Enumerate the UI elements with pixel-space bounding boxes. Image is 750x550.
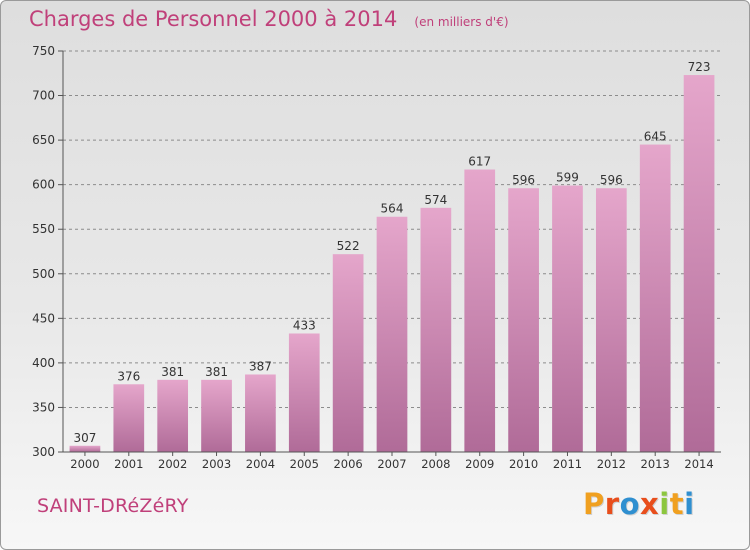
x-tick-label: 2005 — [290, 457, 319, 471]
bars — [69, 75, 715, 453]
chart-title: Charges de Personnel 2000 à 2014 — [29, 7, 398, 31]
y-tick-label: 500 — [32, 267, 55, 281]
bar-value-label: 522 — [337, 239, 360, 253]
bar — [201, 379, 232, 452]
y-tick-label: 600 — [32, 178, 55, 192]
x-tick-label: 2011 — [553, 457, 582, 471]
proxiti-logo: Proxiti — [583, 487, 695, 521]
bar — [508, 188, 539, 452]
bar-value-label: 596 — [600, 173, 623, 187]
bar — [332, 254, 364, 452]
bar-value-label: 617 — [468, 155, 491, 169]
bar-value-label: 433 — [293, 318, 316, 332]
y-tick-label: 450 — [32, 311, 55, 325]
x-tick-label: 2008 — [421, 457, 450, 471]
y-tick-label: 650 — [32, 133, 55, 147]
bar-value-label: 307 — [73, 431, 96, 445]
y-tick-label: 350 — [32, 400, 55, 414]
bar-value-label: 564 — [381, 202, 404, 216]
x-tick-label: 2006 — [333, 457, 362, 471]
bar — [69, 445, 101, 452]
y-tick-label: 400 — [32, 356, 55, 370]
bar-value-label: 645 — [644, 130, 667, 144]
y-tick-label: 750 — [32, 44, 55, 58]
logo-letter: x — [640, 487, 660, 521]
logo-letter: r — [604, 487, 620, 521]
city-name: SAINT-DRéZéRY — [37, 495, 189, 517]
x-tick-label: 2001 — [114, 457, 143, 471]
bar — [552, 185, 583, 452]
x-tick-label: 2004 — [246, 457, 275, 471]
logo-letter: i — [659, 487, 670, 521]
bar-value-label: 376 — [117, 369, 140, 383]
x-tick-label: 2000 — [70, 457, 99, 471]
bar-value-label: 387 — [249, 359, 272, 373]
data-labels: 307 376 381 381 387 433 522 564 574 617 596 599 596 6… — [73, 60, 710, 445]
logo-letter: P — [583, 487, 605, 521]
bar-value-label: 599 — [556, 171, 579, 185]
logo-letter: i — [684, 487, 695, 521]
chart-subtitle: (en milliers d'€) — [414, 15, 509, 29]
title-block: Charges de Personnel 2000 à 2014 (en mil… — [29, 7, 509, 31]
bar-value-label: 381 — [205, 365, 228, 379]
axes: 300 350 400 450 500 550 600 650 700 750 2000 2001 20… — [32, 44, 721, 471]
logo-letter: t — [669, 487, 685, 521]
x-tick-label: 2009 — [465, 457, 494, 471]
y-tick-label: 700 — [32, 89, 55, 103]
x-tick-label: 2010 — [509, 457, 538, 471]
x-tick-label: 2003 — [202, 457, 231, 471]
bar-value-label: 574 — [424, 193, 447, 207]
bar — [595, 188, 627, 452]
x-tick-label: 2002 — [158, 457, 187, 471]
bar — [420, 207, 452, 452]
bar-value-label: 723 — [688, 60, 711, 74]
bar — [113, 384, 145, 452]
x-tick-label: 2013 — [641, 457, 670, 471]
bar-value-label: 381 — [161, 365, 184, 379]
y-tick-label: 550 — [32, 222, 55, 236]
x-tick-label: 2014 — [684, 457, 713, 471]
bar — [639, 144, 671, 453]
bar — [683, 75, 715, 452]
bar — [464, 169, 496, 453]
bar — [245, 374, 276, 452]
y-tick-label: 300 — [32, 445, 55, 459]
bar — [376, 216, 408, 452]
bar — [288, 333, 320, 452]
x-tick-label: 2007 — [377, 457, 406, 471]
bar-value-label: 596 — [512, 173, 535, 187]
bar — [157, 379, 189, 452]
logo-letter: o — [619, 487, 641, 521]
x-tick-label: 2012 — [597, 457, 626, 471]
